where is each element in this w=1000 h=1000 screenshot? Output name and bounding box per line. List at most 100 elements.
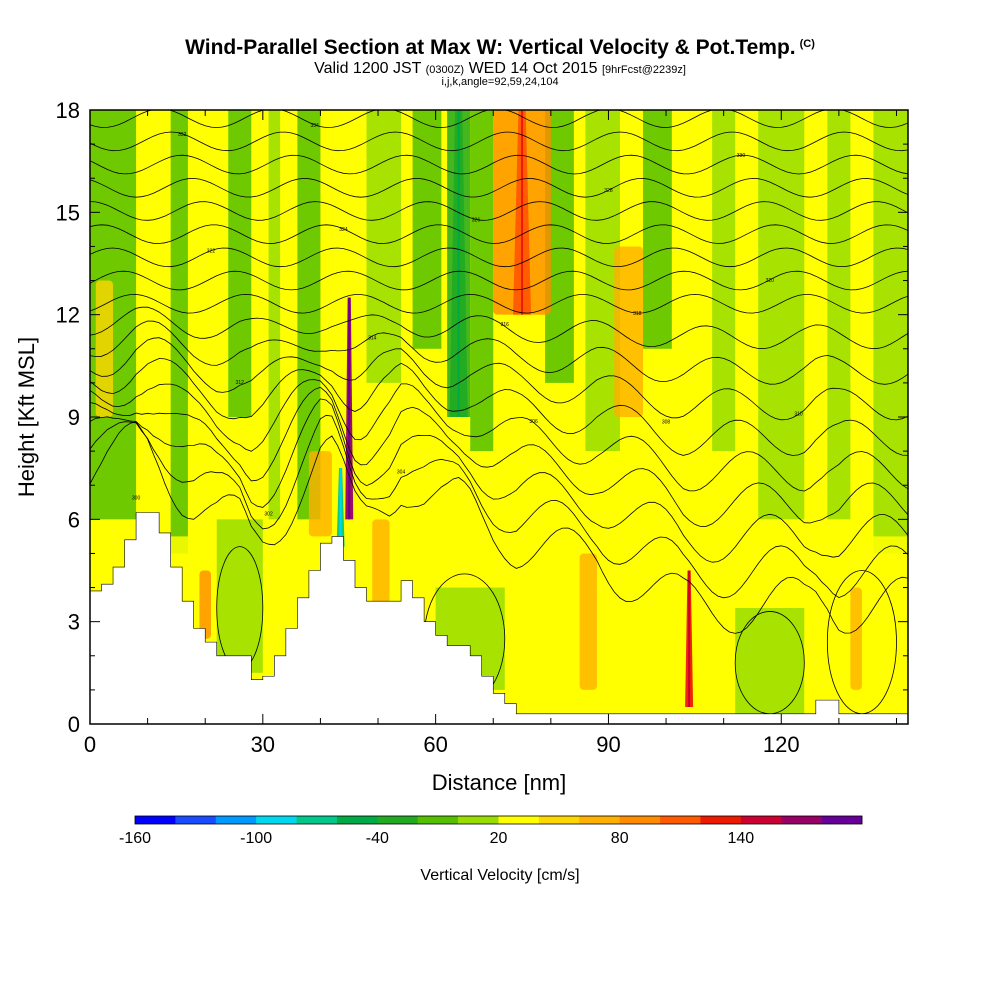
colorbar-swatch <box>135 816 176 824</box>
theta-contour <box>90 379 908 492</box>
y-tick-label: 9 <box>68 405 80 430</box>
theta-contour-label: 312 <box>236 380 245 386</box>
terrain-mask <box>90 512 908 724</box>
colorbar-swatch <box>781 816 822 824</box>
theta-contour <box>90 358 908 456</box>
w-band <box>170 110 188 554</box>
colorbar-swatch <box>377 816 419 824</box>
colorbar: -160 -100 -40 20 80 140 <box>119 815 863 847</box>
colorbar-swatch <box>660 816 701 824</box>
theta-contour <box>90 386 908 527</box>
theta-contour-label: 314 <box>368 336 377 342</box>
theta-contour <box>90 224 908 244</box>
theta-contour-label: 324 <box>339 227 348 233</box>
w-band <box>297 110 321 520</box>
chart-title: Wind-Parallel Section at Max W: Vertical… <box>0 36 1000 60</box>
w-band <box>372 519 390 605</box>
w-band <box>268 110 281 520</box>
w-band <box>199 570 211 639</box>
y-tick-label: 18 <box>56 98 80 123</box>
theta-contour <box>90 320 908 385</box>
colorbar-swatch <box>417 816 459 824</box>
w-band <box>216 519 263 673</box>
w-band <box>579 553 597 690</box>
valid-utc: (0300Z) <box>425 64 465 76</box>
theta-contour-label: 322 <box>207 249 216 255</box>
theta-contour <box>90 421 908 634</box>
colorbar-swatch <box>700 816 742 824</box>
theta-contour <box>90 293 908 314</box>
colorbar-label: -160 <box>119 830 151 847</box>
colorbar-swatch <box>175 816 217 824</box>
w-band <box>712 110 736 452</box>
w-band <box>308 451 332 537</box>
forecast-info: [9hrFcst@2239z] <box>601 64 686 76</box>
colorbar-swatch <box>538 816 580 824</box>
colorbar-label: -100 <box>240 830 272 847</box>
x-tick-label: 120 <box>763 732 800 757</box>
colorbar-swatch <box>740 816 782 824</box>
w-band <box>228 110 252 417</box>
theta-contour-label: 308 <box>662 420 671 426</box>
colorbar-label: 80 <box>611 830 629 847</box>
w-band <box>758 110 805 520</box>
theta-contour-label: 302 <box>264 511 273 517</box>
valid-date: WED 14 Oct 2015 <box>468 60 598 77</box>
chart-subtitle: Valid 1200 JST (0300Z) WED 14 Oct 2015 [… <box>0 60 1000 78</box>
theta-contour <box>90 306 908 350</box>
y-tick-label: 12 <box>56 303 80 328</box>
terrain <box>90 512 908 724</box>
theta-contour-label: 300 <box>132 496 141 502</box>
theta-contour <box>90 154 908 175</box>
colorbar-swatch <box>579 816 620 824</box>
colorbar-title: Vertical Velocity [cm/s] <box>420 867 579 884</box>
theta-contour-label: 330 <box>737 153 746 159</box>
colorbar-label: 140 <box>727 830 754 847</box>
w-band <box>735 608 805 714</box>
x-tick-label: 30 <box>251 732 275 757</box>
theta-contour-label: 320 <box>766 278 775 284</box>
colorbar-swatch <box>498 816 540 824</box>
theta-contour <box>90 270 908 291</box>
w-band <box>873 110 908 554</box>
theta-contour-label: 326 <box>472 217 481 223</box>
colorbar-swatch <box>458 816 499 824</box>
theta-contour-label: 318 <box>633 311 642 317</box>
velocity-field <box>90 110 908 724</box>
colorbar-frame <box>134 815 863 825</box>
x-axis-title: Distance [nm] <box>432 770 567 795</box>
w-band <box>470 110 494 452</box>
colorbar-swatch <box>821 816 863 824</box>
w-band <box>412 110 442 349</box>
theta-contour-label: 332 <box>178 132 187 138</box>
theta-contour <box>90 414 908 599</box>
w-band <box>827 110 851 520</box>
x-tick-label: 60 <box>423 732 447 757</box>
theta-contour <box>90 247 908 268</box>
y-tick-label: 6 <box>68 507 80 532</box>
y-tick-label: 0 <box>68 712 80 737</box>
colorbar-label: 20 <box>490 830 508 847</box>
title-text: Wind-Parallel Section at Max W: Vertical… <box>185 36 796 59</box>
colorbar-swatch <box>336 816 378 824</box>
w-band <box>366 110 402 383</box>
section-indices: i,j,k,angle=92,59,24,104 <box>441 76 559 88</box>
theta-contour <box>90 177 908 198</box>
theta-contour-label: 334 <box>310 123 319 129</box>
w-band <box>95 280 114 417</box>
w-band <box>516 621 551 714</box>
w-band <box>850 587 862 690</box>
colorbar-swatch <box>215 816 257 824</box>
colorbar-swatch <box>256 816 297 824</box>
colorbar-swatch <box>296 816 338 824</box>
w-band <box>804 638 839 707</box>
theta-contour <box>90 201 908 221</box>
y-axis-title: Height [Kft MSL] <box>14 337 39 497</box>
axes: 0 30 60 90 120 0 3 6 9 12 15 18 <box>56 98 908 757</box>
theta-contour <box>90 398 908 563</box>
colorbar-swatch <box>619 816 661 824</box>
theta-contour <box>90 110 908 129</box>
colorbar-label: -40 <box>366 830 389 847</box>
